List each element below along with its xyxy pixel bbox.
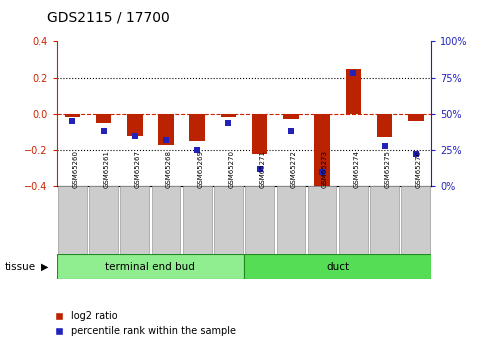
Bar [57,254,244,279]
Text: GSM65273: GSM65273 [322,150,328,188]
Text: GSM65270: GSM65270 [228,150,235,188]
Text: GSM65268: GSM65268 [166,150,172,188]
Bar [370,186,399,254]
Bar [246,186,274,254]
Text: GSM65275: GSM65275 [385,150,390,188]
Bar [252,114,267,154]
Bar [127,114,142,136]
Text: terminal end bud: terminal end bud [106,262,195,272]
Bar [183,186,211,254]
Bar [346,69,361,114]
Bar [401,186,430,254]
Bar [89,186,118,254]
Bar [308,186,336,254]
Bar [315,114,330,186]
Bar [339,186,368,254]
Legend: log2 ratio, percentile rank within the sample: log2 ratio, percentile rank within the s… [52,307,240,340]
Text: GSM65269: GSM65269 [197,150,203,188]
Bar [214,186,243,254]
Text: GSM65260: GSM65260 [72,150,78,188]
Text: GSM65271: GSM65271 [260,150,266,188]
Bar [152,186,180,254]
Bar [377,114,392,137]
Bar [58,186,87,254]
Bar [189,114,205,141]
Text: GSM65267: GSM65267 [135,150,141,188]
Text: GDS2115 / 17700: GDS2115 / 17700 [47,10,170,24]
Text: GSM65276: GSM65276 [416,150,422,188]
Text: tissue: tissue [5,262,36,272]
Bar [120,186,149,254]
Bar [221,114,236,117]
Text: duct: duct [326,262,349,272]
Text: GSM65261: GSM65261 [104,150,109,188]
Bar [408,114,423,121]
Text: ▶: ▶ [40,262,48,272]
Text: GSM65274: GSM65274 [353,150,359,188]
Bar [96,114,111,123]
Text: GSM65272: GSM65272 [291,150,297,188]
Bar [244,254,431,279]
Bar [283,114,299,119]
Bar [158,114,174,145]
Bar [65,114,80,117]
Bar [277,186,305,254]
